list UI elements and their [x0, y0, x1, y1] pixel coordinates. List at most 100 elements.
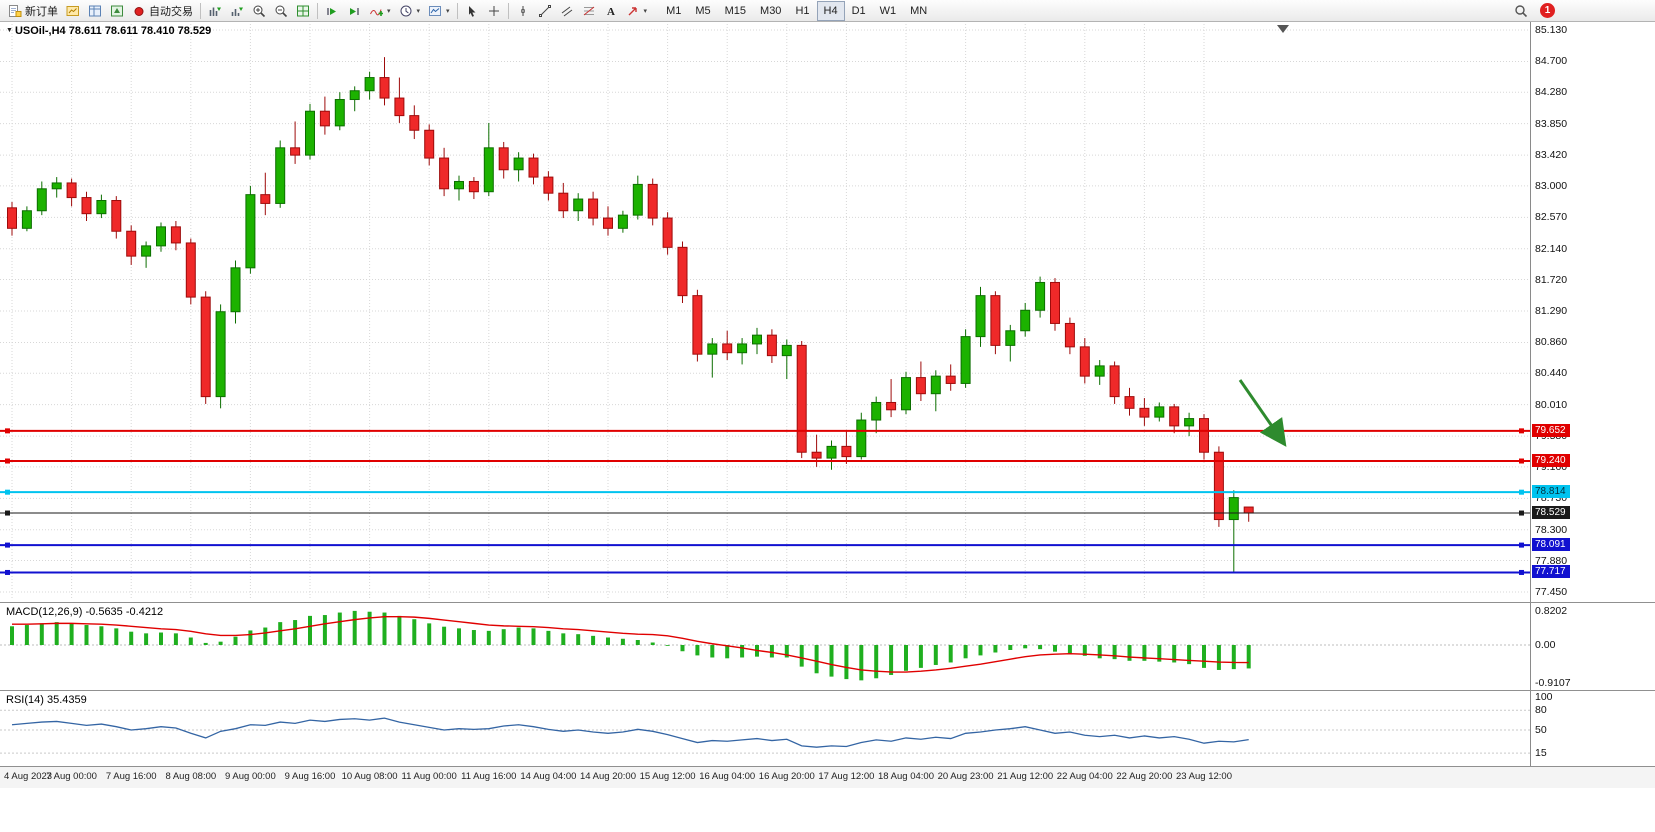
search-button[interactable] — [1510, 1, 1532, 21]
auto-trading-button-label: 自动交易 — [149, 5, 193, 18]
price-line-endpoint[interactable] — [5, 510, 10, 516]
price-line-endpoint[interactable] — [1519, 489, 1524, 495]
bear-candle — [1064, 322, 1075, 348]
price-line-endpoint[interactable] — [5, 458, 10, 464]
rsi-panel: RSI(14) 35.4359 100 80 50 15 — [0, 690, 1655, 766]
chart-shift-button[interactable] — [343, 1, 365, 21]
notification-badge[interactable]: 1 — [1540, 3, 1555, 18]
trendline-button[interactable] — [534, 1, 556, 21]
bull-candle — [707, 343, 718, 355]
indicators-button[interactable]: ▾ — [365, 1, 395, 21]
price-tick: 83.420 — [1535, 149, 1568, 162]
fibonacci-button[interactable] — [578, 1, 600, 21]
price-line-endpoint[interactable] — [5, 428, 10, 434]
bear-candle — [1243, 506, 1254, 514]
cursor-button[interactable] — [461, 1, 483, 21]
bull-candle — [573, 198, 584, 212]
profiles-icon — [231, 7, 243, 16]
price-line-endpoint[interactable] — [1519, 569, 1524, 575]
text-icon: A — [607, 6, 615, 18]
price-line-endpoint[interactable] — [1519, 542, 1524, 548]
toolbar-separator — [200, 2, 201, 19]
bull-candle — [975, 295, 986, 338]
bull-candle — [856, 419, 867, 458]
bull-candle — [275, 147, 286, 204]
timeframe-h4[interactable]: H4 — [816, 0, 845, 21]
bear-candle — [1109, 365, 1120, 398]
timeframe-m1[interactable]: M1 — [659, 1, 688, 21]
timeframe-m30[interactable]: M30 — [753, 1, 788, 21]
zoom-out-button[interactable] — [270, 1, 292, 21]
trend-arrow-annotation[interactable] — [1238, 379, 1287, 447]
bull-candle — [632, 183, 643, 216]
profiles-button[interactable] — [226, 1, 248, 21]
indicators-icon — [370, 8, 383, 16]
price-line-endpoint[interactable] — [5, 542, 10, 548]
price-tick: 82.570 — [1535, 211, 1568, 224]
new-chart-button[interactable] — [204, 1, 226, 21]
timeframe-m15[interactable]: M15 — [718, 1, 753, 21]
bull-candle — [781, 344, 792, 357]
market-watch-button[interactable] — [84, 1, 106, 21]
macd-tick: 0.8202 — [1535, 604, 1568, 617]
rsi-axis: 100 80 50 15 — [1530, 691, 1655, 766]
time-axis-label: 14 Aug 04:00 — [520, 771, 577, 782]
timeframe-mn[interactable]: MN — [903, 1, 934, 21]
macd-signal-line — [12, 616, 1249, 673]
zoom-in-button[interactable] — [248, 1, 270, 21]
time-axis-label: 9 Aug 00:00 — [225, 771, 276, 782]
price-axis[interactable]: 85.130 84.700 84.280 83.850 83.420 83.000 82.5… — [1530, 22, 1655, 602]
price-line-tag: 78.091 — [1532, 538, 1570, 552]
bear-candle — [692, 295, 703, 355]
chart-grid — [0, 24, 1530, 600]
price-line-tag: 78.814 — [1532, 485, 1570, 499]
periods-button[interactable]: ▾ — [395, 1, 425, 21]
cursor-icon — [468, 5, 476, 17]
timeframe-m5[interactable]: M5 — [688, 1, 717, 21]
price-line-endpoint[interactable] — [1519, 428, 1524, 434]
rsi-chart — [0, 709, 1530, 754]
tile-windows-button[interactable] — [292, 1, 314, 21]
price-tick: 82.140 — [1535, 242, 1568, 255]
time-axis-label: 22 Aug 20:00 — [1116, 771, 1173, 782]
chart-wizard-button[interactable] — [62, 1, 84, 21]
channel-icon — [561, 6, 572, 16]
time-axis-label: 22 Aug 04:00 — [1056, 771, 1113, 782]
new-order-button[interactable]: 新订单 — [4, 1, 62, 21]
vertical-line-button[interactable] — [512, 1, 534, 21]
timeframe-d1[interactable]: D1 — [845, 1, 873, 21]
timeframe-w1[interactable]: W1 — [873, 1, 904, 21]
templates-button[interactable]: ▾ — [424, 1, 454, 21]
price-line-endpoint[interactable] — [5, 489, 10, 495]
time-axis-label: 7 Aug 16:00 — [105, 771, 157, 782]
bull-candle — [617, 214, 628, 229]
chart-menu-icon: ▼ — [6, 27, 13, 34]
time-axis[interactable]: 4 Aug 2023 7 Aug 00:00 7 Aug 16:00 8 Aug 08… — [0, 766, 1655, 788]
bear-candle — [722, 343, 733, 354]
rsi-tick: 15 — [1535, 747, 1547, 760]
bull-candle — [871, 401, 882, 421]
bear-candle — [81, 197, 92, 215]
bull-candle — [513, 157, 524, 171]
channel-button[interactable] — [556, 1, 578, 21]
price-tick: 81.290 — [1535, 305, 1568, 317]
toolbar-separator — [456, 2, 458, 19]
price-line-endpoint[interactable] — [1519, 510, 1524, 516]
price-chart[interactable] — [0, 22, 1530, 602]
rsi-value: 35.4359 — [46, 694, 87, 706]
text-button[interactable]: A — [600, 1, 622, 21]
price-line-endpoint[interactable] — [5, 569, 10, 575]
auto-scroll-button[interactable] — [321, 1, 343, 21]
navigator-button[interactable] — [106, 1, 128, 21]
macd-tick: 0.00 — [1535, 639, 1556, 651]
bear-candle — [1050, 281, 1060, 324]
time-axis-label: 15 Aug 12:00 — [639, 771, 696, 782]
crosshair-button[interactable] — [483, 1, 505, 21]
bear-candle — [945, 375, 956, 384]
auto-trading-button[interactable]: 自动交易 — [128, 1, 197, 21]
timeframe-h1[interactable]: H1 — [788, 1, 816, 21]
time-axis-label: 20 Aug 23:00 — [937, 771, 994, 782]
arrows-button[interactable]: ▾ — [622, 1, 652, 21]
time-axis-label: 23 Aug 12:00 — [1176, 771, 1232, 782]
price-line-endpoint[interactable] — [1519, 458, 1524, 464]
